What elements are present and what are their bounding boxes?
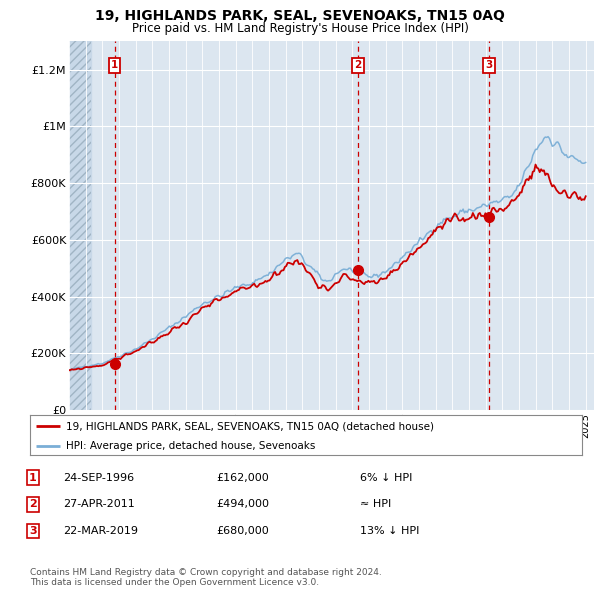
Text: 3: 3 [29, 526, 37, 536]
Text: 22-MAR-2019: 22-MAR-2019 [63, 526, 138, 536]
Text: 6% ↓ HPI: 6% ↓ HPI [360, 473, 412, 483]
Text: 19, HIGHLANDS PARK, SEAL, SEVENOAKS, TN15 0AQ: 19, HIGHLANDS PARK, SEAL, SEVENOAKS, TN1… [95, 9, 505, 23]
Text: 1: 1 [29, 473, 37, 483]
Text: 2: 2 [354, 60, 361, 70]
Text: 2: 2 [29, 500, 37, 509]
Text: £680,000: £680,000 [216, 526, 269, 536]
Text: £162,000: £162,000 [216, 473, 269, 483]
Text: Price paid vs. HM Land Registry's House Price Index (HPI): Price paid vs. HM Land Registry's House … [131, 22, 469, 35]
Text: ≈ HPI: ≈ HPI [360, 500, 391, 509]
Text: 19, HIGHLANDS PARK, SEAL, SEVENOAKS, TN15 0AQ (detached house): 19, HIGHLANDS PARK, SEAL, SEVENOAKS, TN1… [66, 421, 434, 431]
Text: 27-APR-2011: 27-APR-2011 [63, 500, 135, 509]
Bar [69, 41, 91, 410]
Text: 1: 1 [111, 60, 118, 70]
Text: 13% ↓ HPI: 13% ↓ HPI [360, 526, 419, 536]
Text: Contains HM Land Registry data © Crown copyright and database right 2024.
This d: Contains HM Land Registry data © Crown c… [30, 568, 382, 587]
Text: 3: 3 [486, 60, 493, 70]
Text: £494,000: £494,000 [216, 500, 269, 509]
Bar [69, 41, 91, 410]
Text: 24-SEP-1996: 24-SEP-1996 [63, 473, 134, 483]
Text: HPI: Average price, detached house, Sevenoaks: HPI: Average price, detached house, Seve… [66, 441, 315, 451]
